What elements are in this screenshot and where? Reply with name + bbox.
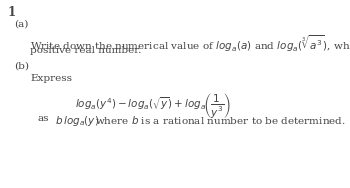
Text: $\mathit{log_a}(y^4) - \mathit{log_a}(\sqrt{y}) + \mathit{log_a}\!\left(\dfrac{1: $\mathit{log_a}(y^4) - \mathit{log_a}(\s…: [75, 91, 231, 120]
Text: positive real number.: positive real number.: [30, 46, 141, 55]
Text: (a): (a): [14, 20, 28, 29]
Text: 1: 1: [8, 6, 16, 19]
Text: $b\,\mathit{log_a}(y)$: $b\,\mathit{log_a}(y)$: [55, 114, 99, 128]
Text: Express: Express: [30, 74, 72, 83]
Text: (b): (b): [14, 62, 29, 71]
Text: where $b$ is a rational number to be determined.: where $b$ is a rational number to be det…: [95, 114, 346, 126]
Text: Write down the numerical value of $\mathit{log_a}(a)$ and $\mathit{log_a}(\sqrt[: Write down the numerical value of $\math…: [30, 33, 350, 54]
Text: as: as: [38, 114, 49, 123]
